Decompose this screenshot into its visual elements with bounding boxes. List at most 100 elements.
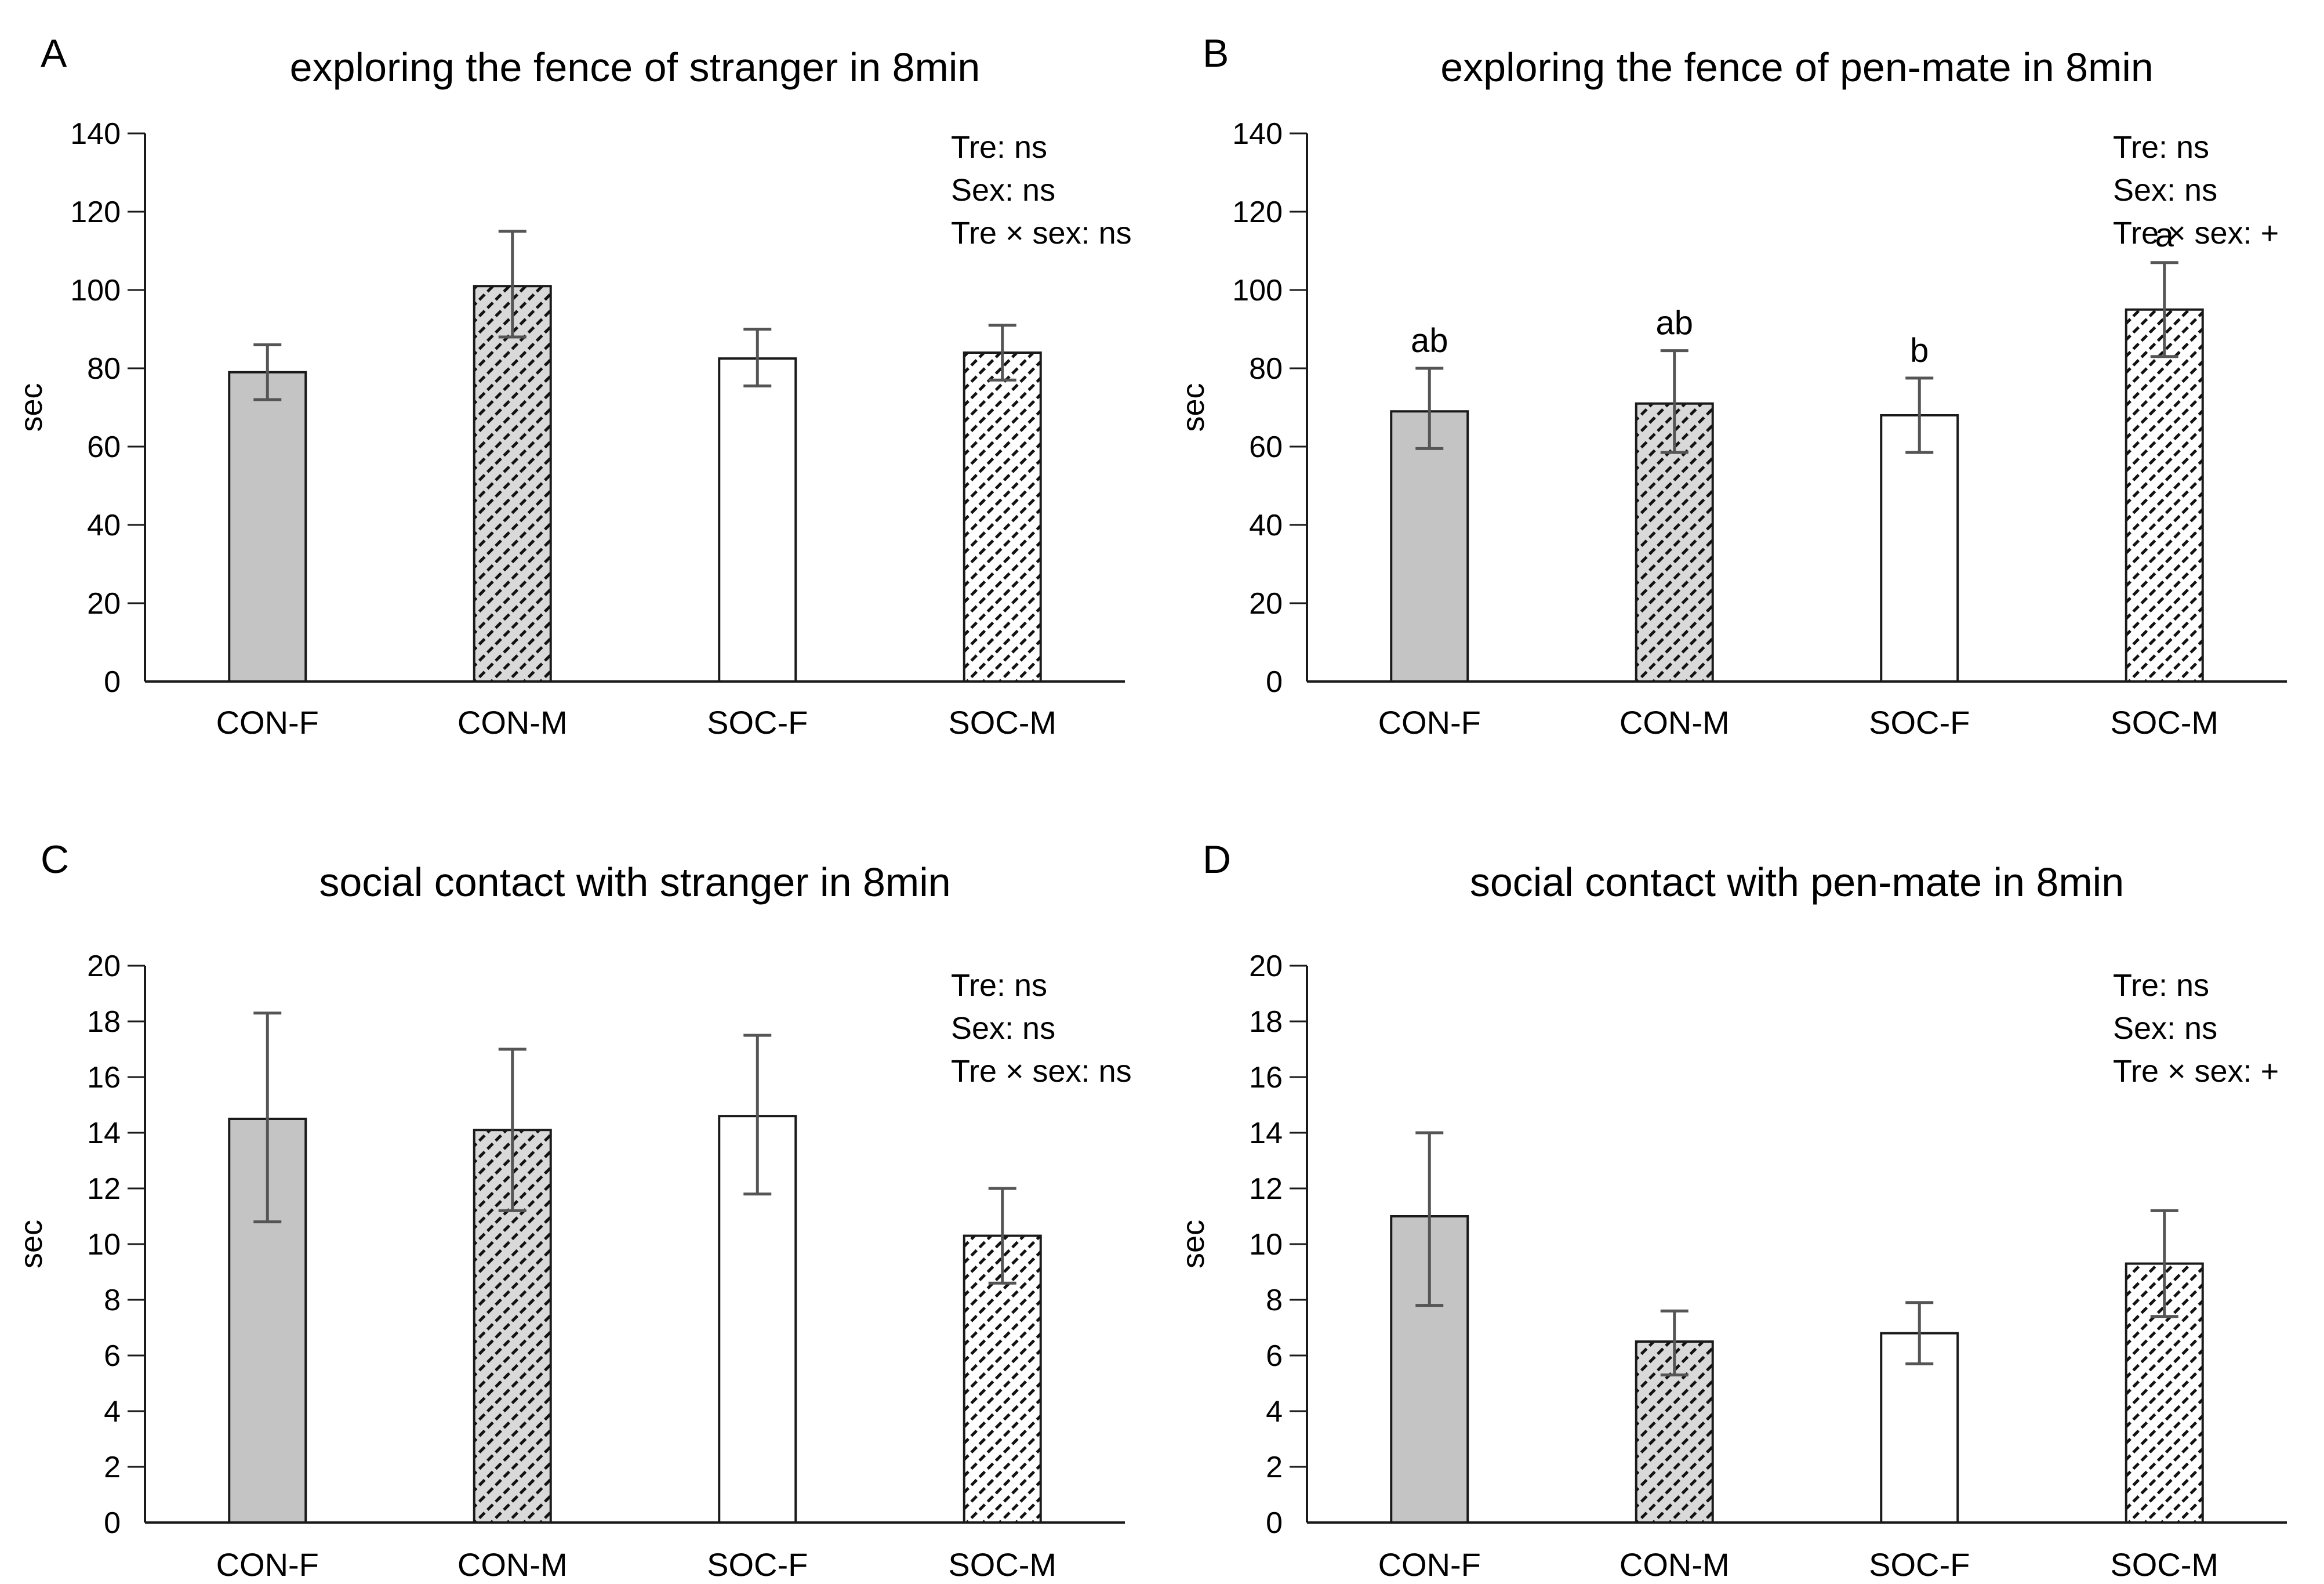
- sig-letter: b: [1910, 332, 1929, 369]
- error-bar-SOC-F: [743, 328, 772, 387]
- y-tick-label: 120: [70, 195, 121, 229]
- y-tick-label: 16: [87, 1061, 121, 1094]
- error-bar-SOC-M: [988, 1187, 1016, 1285]
- y-tick-label: 0: [104, 665, 121, 699]
- y-axis-label: sec: [1176, 383, 1211, 432]
- stats-line: Tre × sex: +: [2113, 1054, 2279, 1089]
- x-category-label: SOC-M: [2110, 704, 2218, 741]
- panel-title: exploring the fence of stranger in 8min: [290, 45, 981, 90]
- y-tick-label: 80: [87, 352, 121, 386]
- y-tick-label: 80: [1249, 352, 1283, 386]
- x-category-label: CON-M: [457, 704, 568, 741]
- y-tick-label: 20: [87, 587, 121, 621]
- bar-CON-F: [1390, 410, 1469, 683]
- y-tick-label: 0: [1266, 1506, 1283, 1540]
- y-tick-label: 2: [104, 1451, 121, 1484]
- bar-CON-M: [473, 285, 552, 683]
- error-bar-SOC-M: [988, 324, 1016, 382]
- stats-line: Tre: ns: [2113, 968, 2209, 1003]
- stats-line: Tre × sex: ns: [951, 1054, 1132, 1089]
- y-tick-label: 18: [87, 1005, 121, 1039]
- y-tick-label: 10: [87, 1228, 121, 1262]
- bar-SOC-F: [1880, 414, 1959, 683]
- y-tick-label: 14: [87, 1117, 121, 1150]
- panel-title: exploring the fence of pen-mate in 8min: [1440, 45, 2154, 90]
- panel-title: social contact with stranger in 8min: [319, 860, 950, 905]
- error-bar-SOC-M: [2150, 261, 2178, 358]
- y-axis-label: sec: [14, 383, 49, 432]
- y-tick-label: 4: [1266, 1395, 1283, 1429]
- y-tick-label: 100: [1232, 274, 1283, 307]
- error-bar-SOC-F: [1905, 1301, 1934, 1365]
- error-bar-CON-F: [253, 1012, 282, 1224]
- stats-line: Tre × sex: +: [2113, 216, 2279, 251]
- bar-SOC-F: [718, 357, 797, 683]
- y-tick-label: 20: [87, 949, 121, 983]
- error-bar-CON-M: [498, 230, 526, 339]
- stats-line: Tre: ns: [951, 130, 1047, 165]
- error-bar-CON-F: [1415, 367, 1444, 450]
- y-tick-label: 18: [1249, 1005, 1283, 1039]
- x-category-label: SOC-F: [1869, 704, 1970, 741]
- x-category-label: SOC-F: [1869, 1546, 1970, 1583]
- sig-letter: ab: [1411, 322, 1448, 360]
- y-axis-label: sec: [1176, 1220, 1211, 1268]
- x-category-label: SOC-M: [948, 704, 1056, 741]
- error-bar-CON-F: [1415, 1131, 1444, 1307]
- bar-CON-F: [228, 371, 307, 683]
- y-tick-label: 4: [104, 1395, 121, 1429]
- bar-SOC-M: [963, 351, 1042, 683]
- stats-line: Sex: ns: [2113, 1011, 2217, 1046]
- stats-line: Tre × sex: ns: [951, 216, 1132, 251]
- y-tick-label: 8: [104, 1284, 121, 1317]
- y-tick-label: 12: [1249, 1172, 1283, 1206]
- y-tick-label: 6: [104, 1339, 121, 1373]
- error-bar-CON-M: [1660, 1309, 1688, 1377]
- error-bar-CON-M: [498, 1047, 526, 1212]
- x-category-label: CON-M: [457, 1546, 568, 1583]
- y-axis-label: sec: [14, 1220, 49, 1268]
- x-category-label: SOC-M: [2110, 1546, 2218, 1583]
- y-tick-label: 40: [87, 509, 121, 542]
- error-bar-CON-F: [253, 343, 282, 401]
- panel-letter: D: [1203, 838, 1231, 882]
- y-tick-label: 8: [1266, 1284, 1283, 1317]
- y-tick-label: 6: [1266, 1339, 1283, 1373]
- panel-letter: C: [41, 838, 69, 882]
- x-category-label: SOC-M: [948, 1546, 1056, 1583]
- y-tick-label: 40: [1249, 509, 1283, 542]
- y-tick-label: 0: [104, 1506, 121, 1540]
- x-category-label: CON-F: [1378, 1546, 1481, 1583]
- x-category-label: CON-F: [1378, 704, 1481, 741]
- y-tick-label: 16: [1249, 1061, 1283, 1094]
- x-category-label: SOC-F: [707, 1546, 808, 1583]
- y-tick-label: 100: [70, 274, 121, 307]
- y-tick-label: 20: [1249, 949, 1283, 983]
- x-category-label: SOC-F: [707, 704, 808, 741]
- stats-line: Sex: ns: [2113, 173, 2217, 208]
- x-category-label: CON-F: [216, 704, 319, 741]
- error-bar-SOC-F: [1905, 376, 1934, 454]
- sig-letter: a: [2155, 216, 2174, 254]
- y-tick-label: 60: [87, 430, 121, 464]
- stats-line: Tre: ns: [951, 968, 1047, 1003]
- y-tick-label: 120: [1232, 195, 1283, 229]
- y-tick-label: 140: [70, 117, 121, 151]
- x-category-label: CON-F: [216, 1546, 319, 1583]
- x-category-label: CON-M: [1619, 1546, 1730, 1583]
- stats-line: Tre: ns: [2113, 130, 2209, 165]
- y-tick-label: 0: [1266, 665, 1283, 699]
- y-tick-label: 140: [1232, 117, 1283, 151]
- y-tick-label: 12: [87, 1172, 121, 1206]
- x-category-label: CON-M: [1619, 704, 1730, 741]
- error-bar-SOC-M: [2150, 1209, 2178, 1318]
